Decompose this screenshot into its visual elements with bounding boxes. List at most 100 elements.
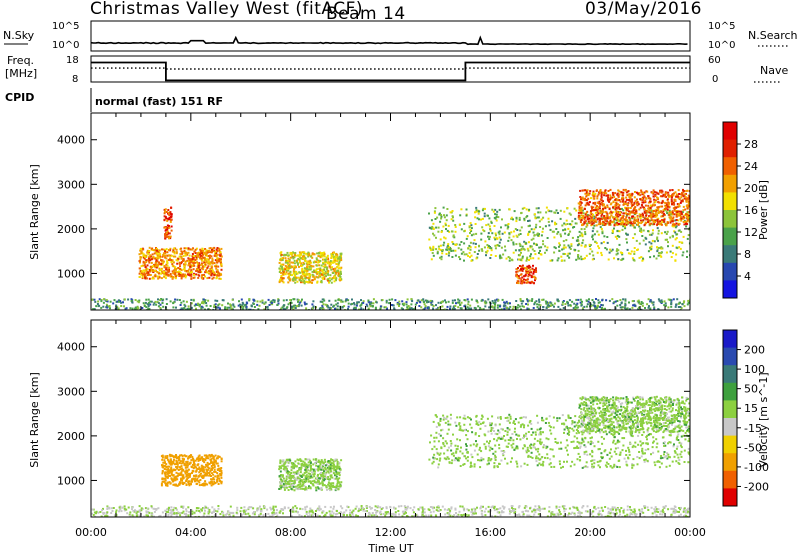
- range-cell: [675, 213, 678, 216]
- range-cell: [213, 249, 215, 252]
- range-cell: [639, 206, 642, 209]
- range-cell: [333, 304, 335, 307]
- range-cell: [330, 281, 333, 284]
- range-cell: [177, 267, 180, 269]
- range-cell: [129, 307, 132, 310]
- range-cell: [163, 275, 166, 278]
- range-cell: [601, 217, 603, 220]
- range-cell: [674, 191, 677, 194]
- range-cell: [671, 234, 674, 237]
- range-cell: [525, 271, 528, 274]
- range-cell: [199, 250, 202, 253]
- range-cell: [538, 303, 541, 306]
- range-cell: [188, 258, 191, 261]
- range-cell: [200, 258, 203, 260]
- range-cell: [218, 260, 220, 263]
- range-cell: [630, 250, 633, 253]
- range-cell: [657, 206, 660, 209]
- range-cell: [666, 212, 669, 214]
- range-cell: [271, 303, 274, 306]
- range-cell: [516, 235, 519, 238]
- range-cell: [212, 483, 215, 486]
- range-cell: [660, 255, 663, 258]
- range-cell: [145, 277, 148, 280]
- range-cell: [445, 219, 448, 222]
- range-cell: [563, 210, 566, 213]
- range-cell: [165, 257, 168, 260]
- range-cell: [658, 299, 661, 302]
- range-cell: [642, 214, 645, 217]
- range-cell: [141, 252, 144, 255]
- range-cell: [598, 220, 601, 223]
- range-cell: [671, 194, 674, 197]
- range-cell: [494, 217, 497, 220]
- range-cell: [324, 264, 327, 267]
- range-cell: [585, 305, 588, 308]
- range-cell: [510, 216, 513, 219]
- range-cell: [624, 302, 627, 305]
- range-cell: [168, 462, 171, 465]
- range-cell: [545, 211, 548, 214]
- range-cell: [280, 476, 282, 479]
- range-cell: [239, 303, 241, 306]
- range-cell: [245, 307, 248, 310]
- range-cell: [613, 301, 616, 304]
- range-cell: [140, 265, 143, 268]
- range-cell: [228, 306, 231, 309]
- range-cell: [604, 210, 607, 213]
- range-cell: [498, 241, 501, 244]
- range-cell: [606, 220, 608, 223]
- nave-tick-bottom: 0: [712, 74, 718, 85]
- range-cell: [610, 196, 613, 199]
- range-cell: [189, 248, 192, 251]
- range-cell: [170, 254, 173, 257]
- range-cell: [616, 229, 619, 232]
- range-cell: [161, 472, 164, 475]
- range-cell: [419, 301, 422, 304]
- range-cell: [147, 257, 150, 260]
- range-cell: [657, 308, 660, 310]
- range-cell: [508, 236, 511, 239]
- range-cell: [656, 248, 659, 251]
- range-cell: [678, 229, 681, 232]
- range-cell: [564, 253, 567, 255]
- range-cell: [654, 210, 657, 213]
- range-cell: [465, 208, 468, 211]
- range-cell: [103, 298, 106, 301]
- range-cell: [207, 265, 210, 268]
- range-cell: [596, 304, 599, 307]
- range-cell: [201, 477, 204, 479]
- range-cell: [565, 239, 568, 242]
- range-cell: [261, 299, 264, 302]
- range-cell: [523, 219, 526, 222]
- range-cell: [573, 302, 576, 305]
- range-cell: [188, 307, 191, 310]
- range-cell: [670, 216, 672, 219]
- range-cell: [166, 484, 169, 487]
- range-cell: [190, 459, 193, 462]
- range-cell: [202, 459, 204, 462]
- range-cell: [201, 302, 203, 304]
- range-cell: [143, 257, 146, 260]
- range-cell: [454, 226, 457, 228]
- range-cell: [158, 249, 161, 252]
- range-cell: [653, 307, 656, 310]
- range-cell: [604, 216, 607, 219]
- range-cell: [641, 221, 644, 224]
- range-cell: [675, 212, 678, 215]
- range-cell: [181, 479, 183, 482]
- range-cell: [174, 479, 177, 482]
- range-cell: [139, 256, 142, 258]
- range-cell: [670, 301, 673, 304]
- range-cell: [466, 235, 469, 238]
- range-cell: [520, 211, 523, 214]
- range-cell: [339, 271, 342, 273]
- range-cell: [553, 251, 556, 254]
- range-cell: [608, 299, 611, 302]
- range-cell: [485, 251, 488, 254]
- range-cell: [554, 247, 557, 250]
- range-cell: [323, 273, 326, 276]
- range-cell: [329, 274, 332, 277]
- range-cell: [473, 239, 476, 242]
- range-cell: [447, 224, 450, 227]
